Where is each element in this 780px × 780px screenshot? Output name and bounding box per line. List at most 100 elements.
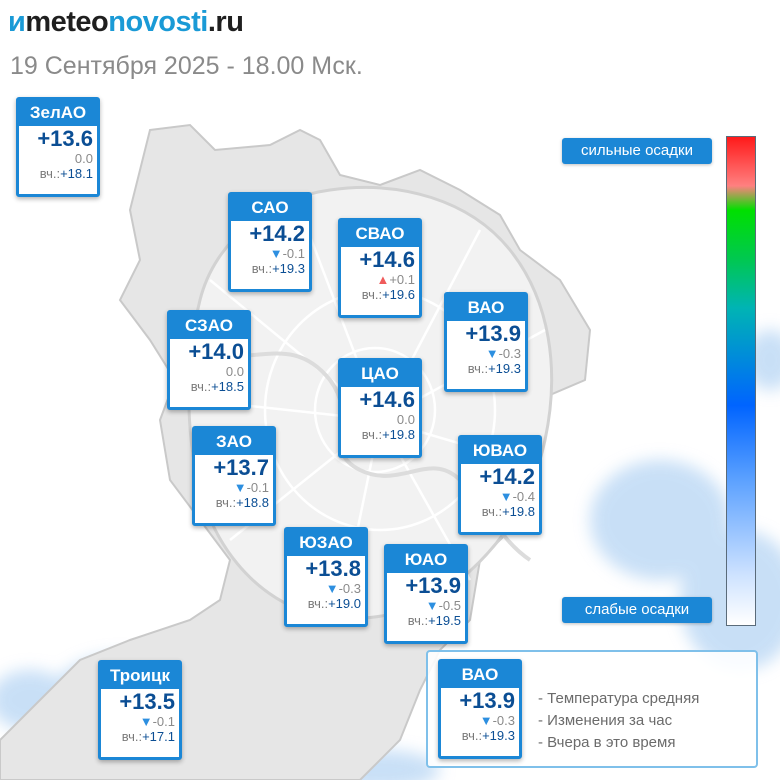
yesterday-value: +17.1 [142,729,175,744]
trend-down-icon: ▼ [269,246,283,261]
yesterday-label: вч.: [407,613,429,628]
yesterday-temperature: вч.:+19.8 [461,504,539,520]
trend-down-icon: ▼ [479,713,493,728]
district-card-yuzao: ЮЗАО +13.8 ▼-0.3 вч.:+19.0 [284,527,368,627]
yesterday-label: вч.: [39,166,61,181]
yesterday-value: +19.3 [272,261,305,276]
logo-text-domain: .ru [207,6,244,38]
temperature-value: +13.6 [37,126,93,151]
hourly-change: ▼-0.3 [441,713,519,728]
yesterday-label: вч.: [251,261,273,276]
yesterday-label: вч.: [481,504,503,519]
hourly-change: 0.0 [341,412,419,427]
yesterday-temperature: вч.:+19.6 [341,287,419,303]
district-card-szao: СЗАО +14.0 0.0 вч.:+18.5 [167,310,251,410]
hourly-change-value: 0.0 [74,151,93,166]
hourly-change-value: -0.1 [246,480,269,495]
district-card-zao: ЗАО +13.7 ▼-0.1 вч.:+18.8 [192,426,276,526]
yesterday-value: +19.5 [428,613,461,628]
yesterday-value: +19.8 [382,427,415,442]
hourly-change-value: 0.0 [396,412,415,427]
hourly-change-value: -0.3 [492,713,515,728]
precip-intensity-scale [726,136,756,626]
forecast-date-time: 19 Сентября 2025 - 18.00 Мск. [10,52,363,80]
hourly-change: ▼-0.1 [231,246,309,261]
logo-text-novosti: novosti [108,6,208,38]
trend-down-icon: ▼ [425,598,439,613]
precip-weak-label: слабые осадки [562,597,712,623]
district-name: ВАО [441,662,519,688]
yesterday-temperature: вч.:+18.8 [195,495,273,511]
hourly-change: ▼-0.4 [461,489,539,504]
hourly-change-value: -0.3 [338,581,361,596]
hourly-change: ▼-0.3 [447,346,525,361]
district-name: ВАО [447,295,525,321]
hourly-change-value: +0.1 [389,272,415,287]
yesterday-label: вч.: [467,361,489,376]
trend-down-icon: ▼ [233,480,247,495]
yesterday-value: +19.3 [482,728,515,743]
hourly-change: ▼-0.1 [101,714,179,729]
district-name: СВАО [341,221,419,247]
hourly-change-value: -0.1 [152,714,175,729]
temperature-value: +14.2 [479,464,535,489]
yesterday-label: вч.: [461,728,483,743]
yesterday-value: +19.6 [382,287,415,302]
district-card-yuao: ЮАО +13.9 ▼-0.5 вч.:+19.5 [384,544,468,644]
hourly-change: ▼-0.3 [287,581,365,596]
district-name: САО [231,195,309,221]
hourly-change: ▲+0.1 [341,272,419,287]
hourly-change: ▼-0.1 [195,480,273,495]
hourly-change-value: -0.4 [512,489,535,504]
hourly-change-value: -0.1 [282,246,305,261]
yesterday-label: вч.: [361,287,383,302]
legend-temp-text: - Температура средняя [538,690,700,707]
temperature-value: +14.0 [188,339,244,364]
temperature-value: +13.7 [213,455,269,480]
yesterday-value: +19.0 [328,596,361,611]
yesterday-temperature: вч.:+19.3 [231,261,309,277]
hourly-change: 0.0 [170,364,248,379]
site-logo[interactable]: ᴎmeteonovosti.ru [8,4,244,40]
legend-sample-card: ВАО +13.9 ▼-0.3 вч.:+19.3 [438,659,522,759]
temperature-value: +13.9 [405,573,461,598]
yesterday-label: вч.: [190,379,212,394]
temperature-value: +14.6 [359,247,415,272]
district-name: ЗелАО [19,100,97,126]
yesterday-temperature: вч.:+19.8 [341,427,419,443]
logo-mark-icon: ᴎ [8,6,26,38]
district-card-vao: ВАО +13.9 ▼-0.3 вч.:+19.3 [444,292,528,392]
district-name: ЮАО [387,547,465,573]
temperature-value: +13.5 [119,689,175,714]
legend-yesterday-text: - Вчера в это время [538,734,676,751]
hourly-change-value: -0.3 [498,346,521,361]
yesterday-temperature: вч.:+19.0 [287,596,365,612]
trend-up-icon: ▲ [376,272,390,287]
hourly-change: 0.0 [19,151,97,166]
district-name: ЮЗАО [287,530,365,556]
temperature-value: +14.2 [249,221,305,246]
legend-change-text: - Изменения за час [538,712,673,729]
yesterday-label: вч.: [361,427,383,442]
yesterday-temperature: вч.:+19.3 [441,728,519,744]
yesterday-value: +19.8 [502,504,535,519]
district-name: СЗАО [170,313,248,339]
district-card-zelao: ЗелАО +13.6 0.0 вч.:+18.1 [16,97,100,197]
temperature-value: +14.6 [359,387,415,412]
district-card-troitsk: Троицк +13.5 ▼-0.1 вч.:+17.1 [98,660,182,760]
hourly-change: ▼-0.5 [387,598,465,613]
yesterday-temperature: вч.:+18.5 [170,379,248,395]
hourly-change-value: -0.5 [438,598,461,613]
district-card-yuvao: ЮВАО +14.2 ▼-0.4 вч.:+19.8 [458,435,542,535]
hourly-change-value: 0.0 [225,364,244,379]
trend-down-icon: ▼ [499,489,513,504]
yesterday-temperature: вч.:+17.1 [101,729,179,745]
yesterday-value: +18.5 [211,379,244,394]
yesterday-temperature: вч.:+19.3 [447,361,525,377]
district-card-cao: ЦАО +14.6 0.0 вч.:+19.8 [338,358,422,458]
district-name: ЗАО [195,429,273,455]
yesterday-label: вч.: [121,729,143,744]
district-card-svao: СВАО +14.6 ▲+0.1 вч.:+19.6 [338,218,422,318]
district-card-sao: САО +14.2 ▼-0.1 вч.:+19.3 [228,192,312,292]
yesterday-temperature: вч.:+18.1 [19,166,97,182]
